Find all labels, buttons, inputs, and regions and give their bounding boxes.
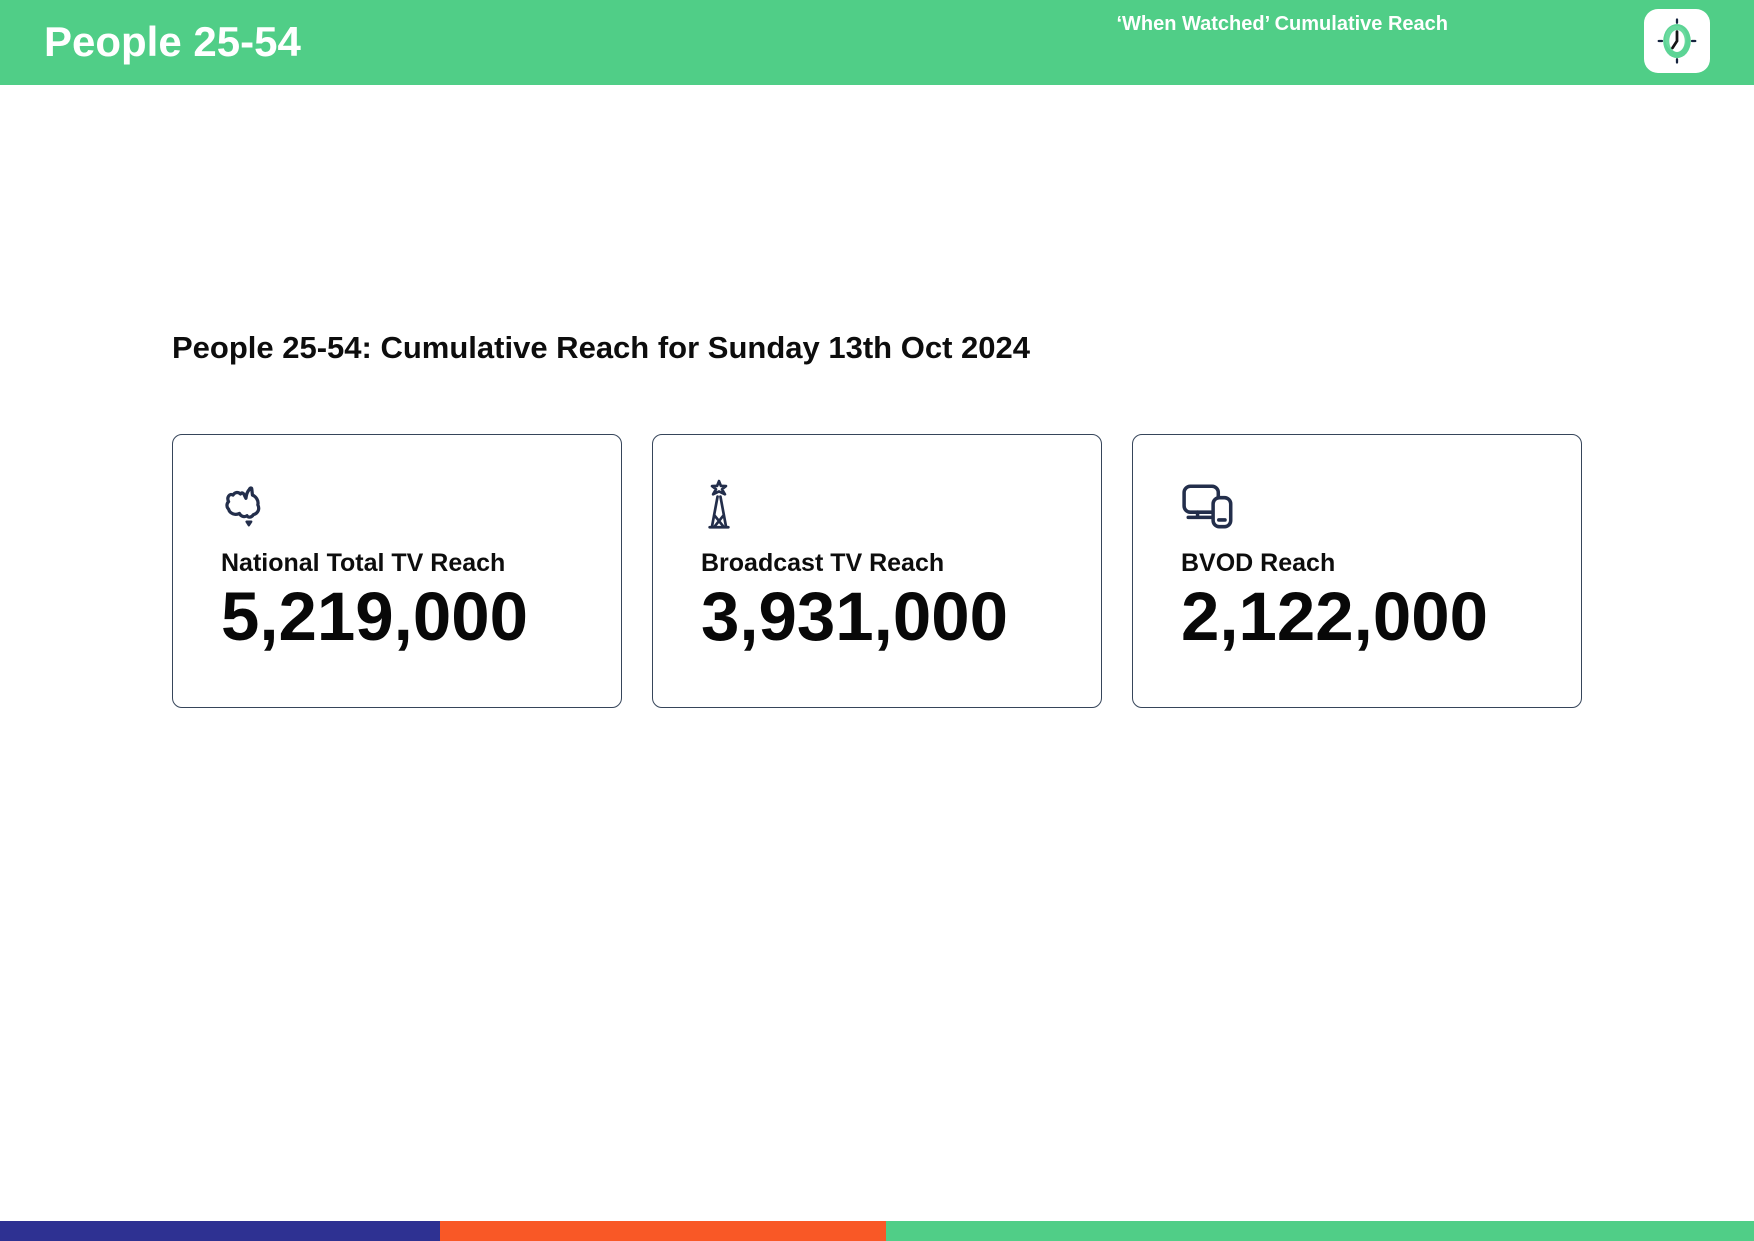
header-bar: People 25-54 ‘When Watched’ Cumulative R… [0, 0, 1754, 85]
kpi-value: 5,219,000 [221, 577, 528, 655]
clock-logo-icon [1651, 15, 1703, 67]
clock-logo-box [1644, 9, 1710, 73]
australia-map-icon [221, 479, 591, 535]
kpi-label: BVOD Reach [1181, 549, 1336, 577]
kpi-label: National Total TV Reach [221, 549, 506, 577]
kpi-card-broadcast-tv: Broadcast TV Reach 3,931,000 [652, 434, 1102, 708]
kpi-card-bvod: BVOD Reach 2,122,000 [1132, 434, 1582, 708]
footer-segment-blue [0, 1221, 441, 1241]
tv-devices-icon [1181, 479, 1551, 535]
header-subtitle: ‘When Watched’ Cumulative Reach [1116, 13, 1448, 35]
kpi-card-national-total-tv: National Total TV Reach 5,219,000 [172, 434, 622, 708]
footer-segment-orange [440, 1221, 886, 1241]
footer-segment-green [885, 1221, 1754, 1241]
kpi-label: Broadcast TV Reach [701, 549, 945, 577]
broadcast-tower-icon [701, 479, 1071, 535]
kpi-cards-row: National Total TV Reach 5,219,000 Broadc… [172, 434, 1582, 708]
kpi-value: 2,122,000 [1181, 577, 1488, 655]
page-title: People 25-54 [44, 17, 301, 65]
footer-bar [0, 1221, 1754, 1241]
section-heading: People 25-54: Cumulative Reach for Sunda… [172, 330, 1030, 365]
kpi-value: 3,931,000 [701, 577, 1008, 655]
